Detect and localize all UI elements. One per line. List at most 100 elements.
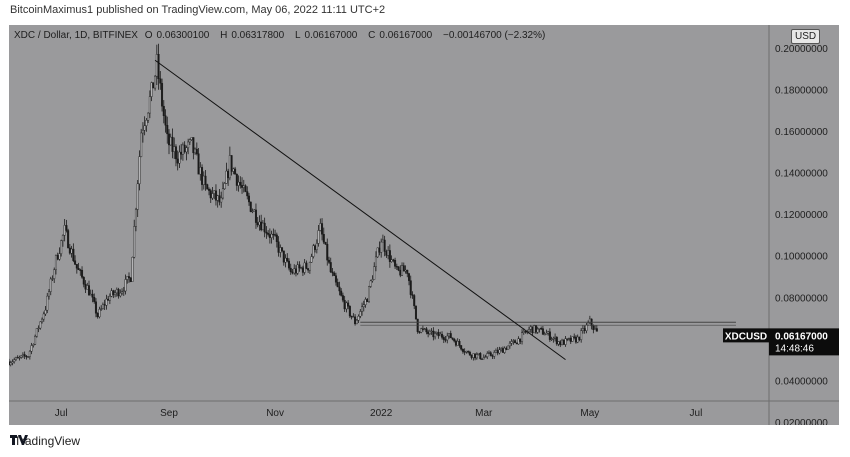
candle-body (300, 267, 303, 269)
candle-body (133, 226, 136, 258)
candle-body (550, 338, 553, 341)
candle-body (432, 330, 435, 338)
candle-body (230, 155, 233, 172)
time-tick-label: Nov (266, 408, 284, 419)
candle-body (46, 295, 49, 311)
candle-body (84, 284, 87, 290)
candle-body (310, 256, 313, 263)
candle-body (420, 328, 423, 333)
candle-body (528, 329, 531, 332)
price-chart-svg[interactable]: 0.020000000.040000000.060000000.08000000… (9, 25, 839, 425)
candle-body (220, 197, 223, 203)
candle-body (493, 352, 496, 357)
candle-body (32, 344, 35, 346)
candle-body (41, 318, 44, 323)
candle-body (87, 285, 90, 296)
candle-body (214, 190, 217, 201)
candle-body (456, 341, 459, 346)
candle-body (387, 250, 390, 256)
candle-body (61, 235, 64, 241)
candle-body (381, 239, 384, 243)
candle-body (176, 158, 179, 164)
candle-body (472, 353, 475, 358)
candle-body (548, 331, 551, 340)
candle-body (288, 260, 291, 269)
candle-body (21, 354, 24, 356)
price-tick-label: 0.08000000 (775, 293, 828, 304)
candle-body (14, 357, 17, 360)
candle-body (183, 144, 186, 153)
candle-body (463, 351, 466, 353)
candle-body (594, 328, 597, 330)
candle-body (540, 328, 543, 330)
candle-body (564, 338, 567, 345)
candle-body (82, 277, 85, 285)
candle-body (357, 316, 360, 321)
candle-body (154, 75, 157, 89)
candle-body (510, 341, 513, 344)
candle-body (338, 286, 341, 292)
candle-body (157, 54, 160, 79)
candle-body (465, 351, 468, 353)
candle-body (94, 301, 97, 314)
candle-body (519, 338, 522, 342)
candle-body (435, 332, 438, 334)
candle-body (192, 137, 195, 154)
candle-body (474, 353, 477, 359)
candle-body (207, 188, 210, 191)
candle-body (574, 336, 577, 343)
candle-body (333, 272, 336, 276)
candle-body (194, 148, 197, 154)
candle-body (145, 119, 148, 126)
candle-body (155, 54, 158, 77)
candle-body (477, 353, 480, 355)
candle-body (28, 350, 31, 357)
candle-body (13, 359, 16, 362)
candle-body (336, 282, 339, 288)
bar-countdown: 14:48:46 (775, 343, 814, 354)
candle-body (197, 153, 200, 175)
candle-body (11, 361, 14, 364)
price-tick-label: 0.18000000 (775, 85, 828, 96)
candle-body (413, 295, 416, 307)
candle-body (439, 333, 442, 337)
candle-body (566, 338, 569, 340)
candle-body (228, 155, 231, 179)
candle-body (561, 339, 564, 346)
candle-body (303, 262, 306, 273)
candle-body (201, 167, 204, 185)
candle-body (460, 345, 463, 350)
candle-body (317, 230, 320, 244)
candle-body (475, 354, 478, 359)
candle-body (206, 184, 209, 190)
candle-body (37, 327, 40, 330)
candle-body (235, 173, 238, 186)
candle-body (35, 328, 38, 337)
currency-badge[interactable]: USD (791, 29, 821, 44)
candle-body (204, 175, 207, 185)
candle-body (284, 257, 287, 263)
time-tick-label: 2022 (370, 408, 393, 419)
price-tick-label: 0.10000000 (775, 252, 828, 263)
candle-body (275, 234, 278, 243)
candle-body (442, 337, 445, 340)
symbol-legend: XDC / Dollar, 1D, BITFINEX O 0.06300100 H… (14, 30, 549, 41)
candle-body (545, 333, 548, 335)
candle-body (79, 269, 82, 271)
candle-body (124, 279, 127, 292)
candle-body (178, 151, 181, 164)
candle-body (496, 350, 499, 354)
candle-body (557, 341, 560, 345)
candle-body (277, 241, 280, 253)
legend-close-label: C (368, 30, 376, 41)
candle-body (534, 325, 537, 333)
candle-body (249, 201, 252, 212)
candle-body (521, 332, 524, 342)
legend-change: −0.00146700 (−2.32%) (443, 30, 546, 41)
chart-pane[interactable]: 0.020000000.040000000.060000000.08000000… (9, 25, 839, 425)
footer-brand[interactable]: TradingView (14, 434, 81, 448)
candle-body (18, 356, 21, 359)
candle-body (350, 315, 353, 318)
candle-body (39, 321, 42, 329)
candle-body (274, 234, 277, 236)
